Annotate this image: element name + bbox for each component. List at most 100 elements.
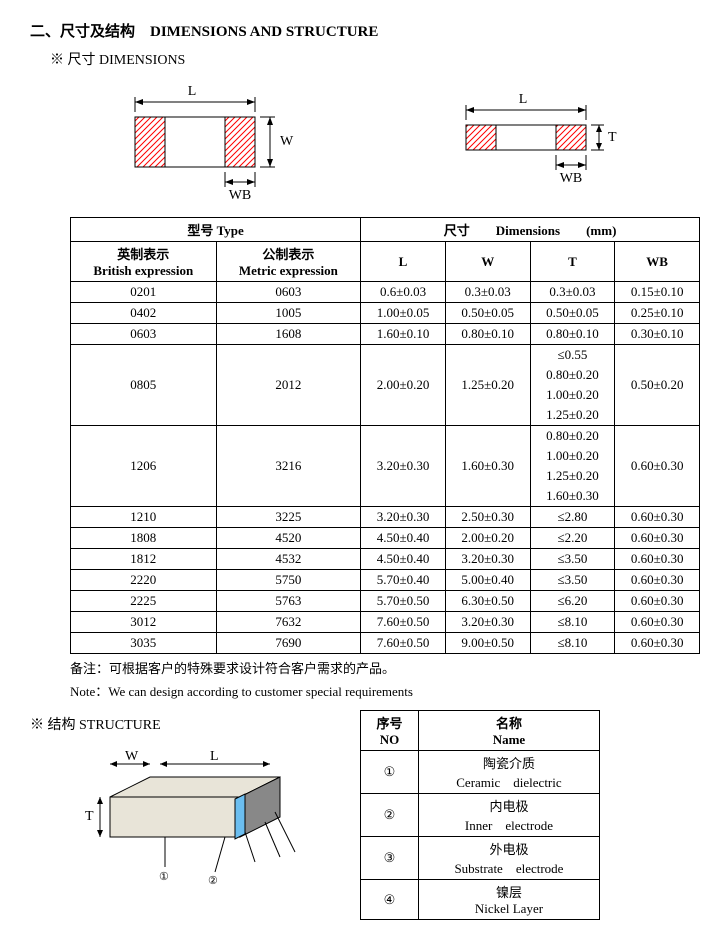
cell: 2.50±0.30 <box>445 507 530 528</box>
cell: 4.50±0.40 <box>361 528 446 549</box>
cell: 3035 <box>71 633 217 654</box>
section-title: 二、尺寸及结构 DIMENSIONS AND STRUCTURE <box>30 20 691 41</box>
structure-table: 序号NO 名称Name ①陶瓷介质Ceramic dielectric②内电极I… <box>360 710 600 920</box>
cell: 2225 <box>71 591 217 612</box>
label-T: T <box>608 130 617 145</box>
callout-1: ① <box>159 871 169 883</box>
cell-no: ③ <box>361 837 419 880</box>
label-L: L <box>188 84 197 99</box>
cell: 1.00±0.20 <box>530 446 615 466</box>
cell: 0.80±0.10 <box>445 324 530 345</box>
cell: 6.30±0.50 <box>445 591 530 612</box>
cell-name: 内电极Inner electrode <box>418 794 599 837</box>
cell: 0.60±0.30 <box>615 612 700 633</box>
cell: 1.60±0.10 <box>361 324 446 345</box>
cell: 3.20±0.30 <box>361 507 446 528</box>
cell: 3.20±0.30 <box>445 612 530 633</box>
cell-no: ④ <box>361 880 419 920</box>
cell: ≤3.50 <box>530 570 615 591</box>
cell: 0.80±0.20 <box>530 365 615 385</box>
head-type: 型号 Type <box>71 218 361 242</box>
label-WB: WB <box>229 188 252 203</box>
cell: ≤3.50 <box>530 549 615 570</box>
cell: 3.20±0.30 <box>361 426 446 507</box>
cell: 7.60±0.50 <box>361 633 446 654</box>
head-metric: 公制表示Metric expression <box>216 242 361 282</box>
cell: 0.30±0.10 <box>615 324 700 345</box>
cell: ≤8.10 <box>530 612 615 633</box>
cell: 5750 <box>216 570 361 591</box>
cell: 1.25±0.20 <box>445 345 530 426</box>
cell: 1.25±0.20 <box>530 466 615 486</box>
cell: 0.80±0.20 <box>530 426 615 447</box>
structure-subheading: ※ 结构 STRUCTURE <box>30 714 360 734</box>
cell: 2012 <box>216 345 361 426</box>
head-col-L: L <box>361 242 446 282</box>
cell: 5.70±0.40 <box>361 570 446 591</box>
cell: 0.60±0.30 <box>615 591 700 612</box>
cell-name: 外电极Substrate electrode <box>418 837 599 880</box>
head-col-T: T <box>530 242 615 282</box>
cell: 9.00±0.50 <box>445 633 530 654</box>
cell: ≤2.20 <box>530 528 615 549</box>
cell-name: 镍层Nickel Layer <box>418 880 599 920</box>
label-T2: T <box>85 809 94 824</box>
cell: 0.50±0.05 <box>530 303 615 324</box>
cell: 2.00±0.20 <box>445 528 530 549</box>
cell: 7690 <box>216 633 361 654</box>
note-en: Note：We can design according to customer… <box>70 681 691 700</box>
cell: 5.00±0.40 <box>445 570 530 591</box>
cell: ≤6.20 <box>530 591 615 612</box>
head-col-W: W <box>445 242 530 282</box>
cell-name: 陶瓷介质Ceramic dielectric <box>418 751 599 794</box>
cell: 0201 <box>71 282 217 303</box>
cell-no: ① <box>361 751 419 794</box>
cell: 0.80±0.10 <box>530 324 615 345</box>
cell: 1206 <box>71 426 217 507</box>
note-cn: 备注：可根据客户的特殊要求设计符合客户需求的产品。 <box>70 658 691 677</box>
cell: 1812 <box>71 549 217 570</box>
cell: 0.25±0.10 <box>615 303 700 324</box>
cell: 0.15±0.10 <box>615 282 700 303</box>
cell: 7632 <box>216 612 361 633</box>
cell: 0402 <box>71 303 217 324</box>
cell: 1210 <box>71 507 217 528</box>
head-col-WB: WB <box>615 242 700 282</box>
cell: 0805 <box>71 345 217 426</box>
cell: 0.60±0.30 <box>615 528 700 549</box>
label-WB2: WB <box>559 171 582 186</box>
cell: 5.70±0.50 <box>361 591 446 612</box>
cell: 0603 <box>216 282 361 303</box>
cell: 1608 <box>216 324 361 345</box>
cell: 1.00±0.20 <box>530 385 615 405</box>
cell: 4532 <box>216 549 361 570</box>
label-W3: W <box>125 749 139 764</box>
cell: 5763 <box>216 591 361 612</box>
cell: 1.25±0.20 <box>530 405 615 426</box>
cell: 0.60±0.30 <box>615 633 700 654</box>
cell-no: ② <box>361 794 419 837</box>
dimensions-subheading: ※ 尺寸 DIMENSIONS <box>50 49 691 69</box>
cell: 3.20±0.30 <box>445 549 530 570</box>
cell: ≤2.80 <box>530 507 615 528</box>
cell: 0.50±0.20 <box>615 345 700 426</box>
dimensions-table: 型号 Type 尺寸 Dimensions (mm) 英制表示British e… <box>70 217 700 654</box>
diagram-side-view: L T WB <box>426 77 626 207</box>
cell: ≤0.55 <box>530 345 615 366</box>
callout-2: ② <box>208 875 218 887</box>
cell: 0.60±0.30 <box>615 426 700 507</box>
cell: 1808 <box>71 528 217 549</box>
cell: 7.60±0.50 <box>361 612 446 633</box>
cell: 0.60±0.30 <box>615 570 700 591</box>
cell: 4520 <box>216 528 361 549</box>
cell: 3012 <box>71 612 217 633</box>
cell: 0.3±0.03 <box>530 282 615 303</box>
cell: ≤8.10 <box>530 633 615 654</box>
cell: 0.3±0.03 <box>445 282 530 303</box>
label-W: W <box>280 134 294 149</box>
head-british: 英制表示British expression <box>71 242 217 282</box>
dimension-diagrams: L W WB L T <box>30 77 691 207</box>
cell: 3216 <box>216 426 361 507</box>
structure-diagram: W L T ① ② <box>70 742 330 892</box>
cell: 0.6±0.03 <box>361 282 446 303</box>
